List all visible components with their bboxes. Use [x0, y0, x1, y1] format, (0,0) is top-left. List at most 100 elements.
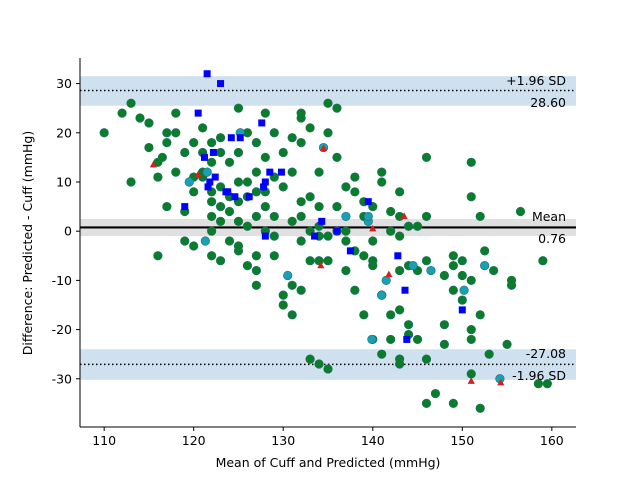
data-point-green [533, 379, 543, 389]
data-point-teal [283, 270, 293, 281]
data-point-teal [367, 334, 377, 345]
data-point-green [377, 177, 387, 187]
data-point-green [189, 138, 199, 148]
data-point-green [386, 206, 396, 217]
data-point-green [305, 256, 315, 266]
data-point-red [149, 160, 158, 168]
data-point-blue [231, 193, 239, 201]
data-point-green [466, 324, 476, 335]
data-point-teal [459, 285, 469, 295]
data-point-green [233, 177, 244, 187]
data-point-green [323, 256, 333, 266]
data-point-green [350, 172, 360, 182]
data-point-green [180, 236, 190, 246]
data-point-blue [209, 148, 217, 156]
data-point-green [323, 128, 333, 138]
data-point-green [162, 201, 172, 212]
data-point-red [497, 378, 505, 386]
x-tick-label: 160 [540, 433, 564, 448]
data-point-green [448, 285, 458, 295]
data-point-green [287, 133, 297, 143]
data-point-green [439, 339, 449, 349]
data-point-green [117, 108, 127, 118]
data-point-green [153, 251, 163, 261]
data-point-teal [341, 211, 351, 222]
data-point-green [305, 123, 315, 133]
data-point-red [317, 261, 325, 269]
data-point-green [278, 182, 288, 192]
data-point-green [171, 167, 181, 177]
data-point-green [260, 152, 270, 162]
data-point-teal [381, 275, 391, 285]
data-point-blue [403, 335, 411, 343]
data-point-green [515, 206, 526, 217]
data-point-blue [258, 119, 266, 127]
data-point-blue [261, 232, 269, 240]
data-point-blue [222, 188, 230, 196]
data-point-blue [245, 193, 253, 201]
data-point-green [395, 359, 405, 369]
data-point-green [350, 187, 360, 197]
x-axis-ticks: 110 120 130 140 150 160 [92, 427, 564, 448]
data-point-green [207, 251, 217, 261]
data-point-green [269, 251, 279, 261]
upper-loa-name: +1.96 SD [506, 73, 566, 88]
data-point-green [207, 211, 217, 222]
data-point-blue [311, 232, 319, 240]
x-tick-label: 140 [361, 433, 385, 448]
data-point-green [296, 138, 306, 148]
data-point-green [412, 334, 423, 345]
data-point-green [480, 246, 490, 256]
data-point-green [278, 147, 288, 158]
data-point-green [171, 108, 181, 118]
data-point-green [395, 187, 405, 197]
lower-loa-value: -27.08 [526, 346, 566, 361]
data-point-green [538, 256, 548, 266]
data-point-blue [277, 168, 285, 176]
data-point-green [215, 256, 226, 266]
data-point-green [314, 201, 324, 212]
data-point-green [350, 285, 360, 295]
data-point-green [439, 270, 449, 281]
data-point-green [207, 157, 217, 167]
data-point-blue [394, 252, 402, 260]
data-point-green [278, 290, 288, 300]
data-point-teal [200, 236, 210, 246]
data-point-green [323, 231, 333, 241]
data-point-green [475, 310, 485, 320]
data-point-blue [261, 178, 269, 186]
data-point-green [386, 334, 396, 345]
data-point-green [287, 310, 297, 320]
data-point-green [287, 167, 297, 177]
y-tick-label: 20 [56, 125, 72, 140]
data-point-green [233, 103, 244, 113]
data-point-red [467, 377, 475, 384]
data-point-green [207, 226, 217, 236]
data-point-green [260, 201, 270, 212]
data-point-green [296, 236, 306, 246]
data-point-green [224, 236, 235, 246]
data-point-blue [204, 183, 212, 191]
data-point-green [430, 388, 441, 399]
data-point-green [421, 256, 432, 266]
data-point-green [341, 226, 351, 236]
data-point-green [287, 280, 297, 290]
data-point-red [194, 170, 202, 178]
data-point-green [296, 211, 306, 222]
data-point-blue [346, 247, 354, 255]
data-point-teal [363, 211, 373, 222]
data-point-green [233, 241, 244, 251]
data-point-green [448, 398, 458, 408]
data-point-green [215, 201, 226, 212]
data-point-green [421, 211, 432, 222]
data-point-green [233, 216, 244, 226]
data-point-green [207, 138, 217, 148]
data-point-green [421, 152, 432, 162]
y-tick-label: 30 [56, 76, 72, 91]
data-point-teal [408, 261, 418, 271]
data-point-green [314, 167, 324, 177]
y-tick-label: 0 [64, 224, 72, 239]
y-tick-label: -30 [52, 371, 72, 386]
data-point-green [153, 172, 163, 182]
data-point-green [466, 334, 476, 345]
